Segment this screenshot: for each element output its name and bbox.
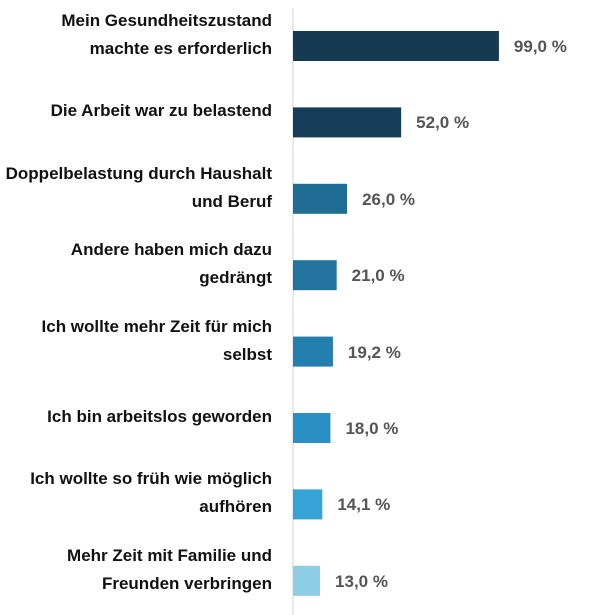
bar	[293, 260, 337, 291]
value-label: 14,1 %	[337, 495, 391, 515]
category-label: Mehr Zeit mit Familie und Freunden verbr…	[67, 545, 272, 593]
category-label: Ich wollte so früh wie möglich aufhören	[30, 469, 272, 517]
bar	[293, 489, 323, 520]
value-label: 18,0 %	[345, 419, 399, 438]
value-label: 19,2 %	[347, 342, 401, 362]
bar	[293, 107, 402, 138]
bar	[293, 31, 499, 61]
category-label: Die Arbeit war zu belastend	[50, 101, 272, 121]
category-label: Ich bin arbeitslos geworden	[47, 407, 272, 426]
value-label: 13,0 %	[335, 571, 388, 591]
bar	[293, 413, 331, 443]
category-label: Ich wollte mehr Zeit für mich selbst	[41, 316, 272, 364]
value-label: 26,0 %	[362, 189, 416, 209]
category-label: Andere haben mich dazu gedrängt	[70, 240, 272, 288]
category-label: Doppelbelastung durch Haushalt und Beruf	[5, 163, 272, 211]
bar	[293, 336, 333, 367]
value-label: 21,0 %	[351, 266, 405, 286]
value-label: 99,0 %	[513, 37, 567, 56]
value-label: 52,0 %	[416, 113, 470, 133]
bar	[293, 565, 321, 596]
category-label: Mein Gesundheitszustand machte es erford…	[61, 11, 272, 58]
bar	[293, 183, 348, 214]
